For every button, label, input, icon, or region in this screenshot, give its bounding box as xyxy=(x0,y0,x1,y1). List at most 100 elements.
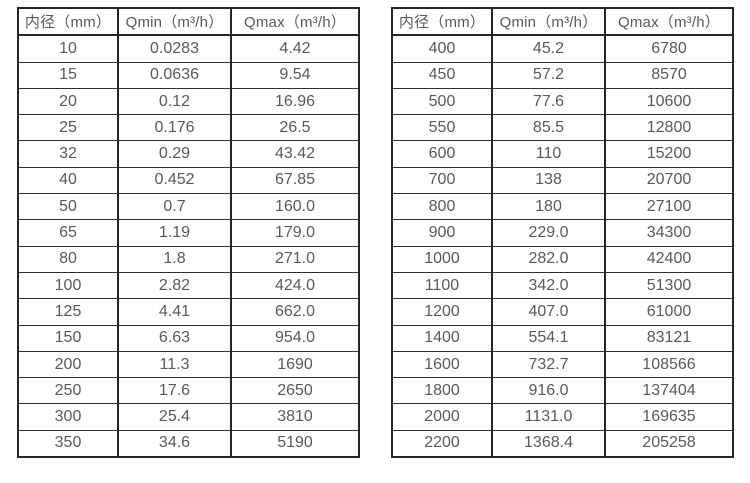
table-cell: 27100 xyxy=(604,193,733,220)
table-cell: 400 xyxy=(391,34,492,63)
table-cell: 110 xyxy=(491,140,605,168)
table-row: 1400 554.1 83121 xyxy=(391,324,733,352)
table-cell: 1600 xyxy=(391,350,492,378)
table-cell: 80 xyxy=(17,245,118,273)
table-row: 100 2.82 424.0 xyxy=(17,271,359,299)
table-cell: 138 xyxy=(491,166,605,194)
table-cell: 83121 xyxy=(604,324,733,352)
table-cell: 0.12 xyxy=(117,87,231,115)
table-row: 2000 1131.0 169635 xyxy=(391,403,733,431)
table-row: 400 45.2 6780 xyxy=(391,34,733,63)
table-cell: 25 xyxy=(17,114,118,141)
table-cell: 450 xyxy=(391,61,492,89)
table-cell: 16.96 xyxy=(230,87,359,115)
table-cell: 2000 xyxy=(391,403,492,431)
table-cell: 1690 xyxy=(230,350,359,378)
table-row: 2200 1368.4 205258 xyxy=(391,429,733,458)
table-cell: 800 xyxy=(391,193,492,220)
table-cell: 1200 xyxy=(391,298,492,326)
column-header: Qmin（m³/h） xyxy=(491,8,605,37)
table-cell: 169635 xyxy=(604,403,733,431)
table-cell: 57.2 xyxy=(491,61,605,89)
table-cell: 732.7 xyxy=(491,350,605,378)
header-row: 内径（mm） Qmin（m³/h） Qmax（m³/h） xyxy=(391,8,733,37)
table-cell: 0.0283 xyxy=(117,34,231,63)
table-row: 200 11.3 1690 xyxy=(17,350,359,378)
table-row: 150 6.63 954.0 xyxy=(17,324,359,352)
table-cell: 125 xyxy=(17,298,118,326)
table-cell: 77.6 xyxy=(491,87,605,115)
table-cell: 42400 xyxy=(604,245,733,273)
table-cell: 5190 xyxy=(230,429,359,458)
table-cell: 554.1 xyxy=(491,324,605,352)
table-cell: 67.85 xyxy=(230,166,359,194)
table-body: 400 45.2 6780 450 57.2 8570 500 77.6 10600 550 85.… xyxy=(391,34,733,458)
table-cell: 150 xyxy=(17,324,118,352)
table-cell: 300 xyxy=(17,403,118,431)
table-cell: 10600 xyxy=(604,87,733,115)
table-cell: 6.63 xyxy=(117,324,231,352)
column-header: Qmax（m³/h） xyxy=(604,8,733,37)
table-cell: 25.4 xyxy=(117,403,231,431)
table-row: 1000 282.0 42400 xyxy=(391,245,733,273)
table-cell: 2650 xyxy=(230,377,359,404)
table-cell: 10 xyxy=(17,34,118,63)
table-row: 65 1.19 179.0 xyxy=(17,219,359,247)
table-cell: 200 xyxy=(17,350,118,378)
table-cell: 8570 xyxy=(604,61,733,89)
table-row: 1200 407.0 61000 xyxy=(391,298,733,326)
table-cell: 26.5 xyxy=(230,114,359,141)
table-cell: 1000 xyxy=(391,245,492,273)
column-header: Qmin（m³/h） xyxy=(117,8,231,37)
table-cell: 11.3 xyxy=(117,350,231,378)
table-cell: 350 xyxy=(17,429,118,458)
table-cell: 61000 xyxy=(604,298,733,326)
table-cell: 407.0 xyxy=(491,298,605,326)
table-header: 内径（mm） Qmin（m³/h） Qmax（m³/h） xyxy=(17,8,359,37)
table-row: 250 17.6 2650 xyxy=(17,377,359,404)
table-cell: 34.6 xyxy=(117,429,231,458)
table-cell: 9.54 xyxy=(230,61,359,89)
table-row: 550 85.5 12800 xyxy=(391,114,733,141)
table-cell: 0.29 xyxy=(117,140,231,168)
table-row: 800 180 27100 xyxy=(391,193,733,220)
table-cell: 160.0 xyxy=(230,193,359,220)
table-cell: 4.41 xyxy=(117,298,231,326)
table-body: 10 0.0283 4.42 15 0.0636 9.54 20 0.12 16.96 25 0.1… xyxy=(17,34,359,458)
table-cell: 662.0 xyxy=(230,298,359,326)
table-cell: 20 xyxy=(17,87,118,115)
table-cell: 0.0636 xyxy=(117,61,231,89)
table-cell: 424.0 xyxy=(230,271,359,299)
table-cell: 15 xyxy=(17,61,118,89)
table-row: 1800 916.0 137404 xyxy=(391,377,733,404)
table-cell: 137404 xyxy=(604,377,733,404)
table-cell: 600 xyxy=(391,140,492,168)
table-cell: 0.452 xyxy=(117,166,231,194)
table-cell: 12800 xyxy=(604,114,733,141)
table-cell: 0.176 xyxy=(117,114,231,141)
table-row: 10 0.0283 4.42 xyxy=(17,34,359,63)
table-row: 900 229.0 34300 xyxy=(391,219,733,247)
table-cell: 1400 xyxy=(391,324,492,352)
table-cell: 65 xyxy=(17,219,118,247)
table-cell: 180 xyxy=(491,193,605,220)
table-cell: 6780 xyxy=(604,34,733,63)
flow-rate-table-small-diameters: 内径（mm） Qmin（m³/h） Qmax（m³/h） 10 0.0283 4.42 1… xyxy=(17,7,360,459)
column-header: Qmax（m³/h） xyxy=(230,8,359,37)
table-row: 300 25.4 3810 xyxy=(17,403,359,431)
table-cell: 282.0 xyxy=(491,245,605,273)
table-row: 50 0.7 160.0 xyxy=(17,193,359,220)
table-cell: 205258 xyxy=(604,429,733,458)
table-row: 20 0.12 16.96 xyxy=(17,87,359,115)
table-cell: 2.82 xyxy=(117,271,231,299)
table-cell: 108566 xyxy=(604,350,733,378)
table-row: 450 57.2 8570 xyxy=(391,61,733,89)
table-cell: 17.6 xyxy=(117,377,231,404)
table-cell: 250 xyxy=(17,377,118,404)
table-cell: 15200 xyxy=(604,140,733,168)
table-cell: 50 xyxy=(17,193,118,220)
table-cell: 900 xyxy=(391,219,492,247)
table-cell: 179.0 xyxy=(230,219,359,247)
table-row: 600 110 15200 xyxy=(391,140,733,168)
